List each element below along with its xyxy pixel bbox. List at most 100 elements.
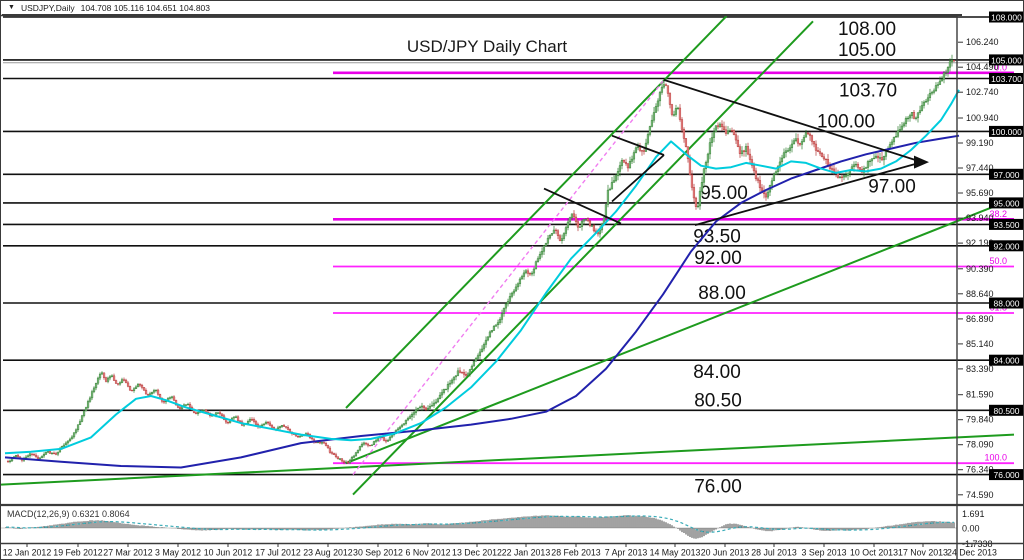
trendline [345,14,728,409]
price-badge-label: 105.000 [991,55,1022,65]
price-badge [989,297,1023,309]
price-badge-label: 92.000 [994,241,1020,251]
date-label: 23 Aug 2012 [303,548,353,558]
price-badge-label: 88.000 [994,299,1020,309]
axis-tick-label: 83.390 [966,364,994,374]
axis-tick-label: 74.590 [966,490,994,500]
level-annotation: 76.00 [694,477,742,498]
date-label: 12 Jan 2012 [3,548,52,558]
axis-tick-label: 85.140 [966,339,994,349]
date-label: 3 Sep 2013 [801,548,846,558]
macd-axis-max: 1.691 [962,509,985,519]
date-label: 30 Sep 2012 [353,548,403,558]
date-label: 28 Feb 2013 [551,548,601,558]
axis-tick-label: 81.590 [966,390,994,400]
level-annotation: 95.00 [700,183,748,204]
price-badge [989,404,1023,416]
price-badge [989,168,1023,180]
axis-tick-label: 99.190 [966,138,994,148]
macd-axis-zero: 0.00 [962,524,980,534]
macd-signal-line [6,515,954,533]
axis-tick-label: 95.690 [966,188,994,198]
axis-tick-label: 97.440 [966,163,994,173]
time-axis[interactable]: 12 Jan 2012 19 Feb 2012 27 Mar 2012 3 May 2… [3,544,997,558]
up-candle-wicks [9,54,953,465]
fast-moving-average [4,89,960,455]
level-annotation: 103.70 [839,81,897,102]
triangle-apex-arrow [914,155,929,169]
price-badge [989,73,1023,84]
price-badge [989,354,1023,366]
down-candle-wicks [7,60,955,465]
symbol-period-label: USDJPY,Daily [20,2,75,13]
candles-layer [6,54,956,465]
axis-tick-label: 100.940 [966,113,999,123]
date-label: 22 Jan 2013 [502,548,551,558]
date-label: 27 Mar 2012 [103,548,152,558]
level-annotation: 93.50 [693,226,741,247]
axis-tick-label: 78.090 [966,440,994,450]
axis-tick-label: 104.490 [966,62,999,72]
pattern-trendline [663,79,923,163]
date-label: 17 Jul 2012 [255,548,301,558]
pattern-trendline [694,161,923,226]
price-badge [989,125,1023,137]
date-label: 7 Apr 2013 [605,548,648,558]
channel-median-dashed [352,79,665,476]
axis-tick-label: 79.840 [966,415,994,425]
level-annotation: 92.00 [694,248,742,269]
price-badge-label: 108.000 [991,13,1022,23]
up-candle-bodies [8,60,954,464]
axis-tick-label: 92.190 [966,238,994,248]
fib-label: 0.0 [994,62,1007,72]
price-axis[interactable]: 106.240 104.490 102.740 100.940 99.190 97.440… [958,11,1024,500]
pattern-trendline [543,187,622,225]
axis-tick-label: 76.340 [966,465,994,475]
date-label: 13 Dec 2012 [452,548,502,558]
axis-tick-label: 106.240 [966,37,999,47]
slow-moving-average [4,134,960,469]
pattern-trendline [611,154,665,203]
level-annotation: 97.00 [868,176,916,197]
price-badge [989,240,1023,252]
trendline [1,433,1015,486]
price-badge [989,197,1023,209]
price-badge-label: 103.700 [991,74,1022,84]
price-badge-label: 80.500 [994,406,1020,416]
down-candle-bodies [6,60,956,464]
axis-tick-label: 90.390 [966,264,994,274]
price-badge [989,469,1023,481]
price-badge [989,218,1023,230]
axis-tick-label: 88.640 [966,289,994,299]
level-annotation: 84.00 [693,362,741,383]
trendline [345,197,1015,465]
price-badge-label: 100.000 [991,127,1022,137]
macd-histogram [5,515,955,539]
fib-label: 100.0 [984,453,1007,463]
price-badge [989,54,1023,66]
price-badge-label: 93.500 [994,220,1020,230]
price-badge [989,11,1023,23]
symbol-dropdown-icon[interactable]: ▼ [8,4,15,11]
date-label: 20 Jun 2013 [701,548,750,558]
axis-tick-label: 102.740 [966,87,999,97]
price-badge-label: 97.000 [994,170,1020,180]
date-label: 3 May 2012 [155,548,201,558]
date-label: 6 Nov 2012 [406,548,451,558]
fib-label: 38.2 [989,209,1007,219]
date-label: 17 Nov 2013 [898,548,948,558]
level-annotation: 105.00 [838,40,896,61]
date-label: 14 May 2013 [650,548,701,558]
chart-title: USD/JPY Daily Chart [407,37,568,56]
date-label: 10 Oct 2013 [850,548,898,558]
axis-tick-label: 93.940 [966,213,994,223]
date-label: 24 Dec 2013 [947,548,997,558]
price-badge-label: 76.000 [994,470,1020,480]
macd-label: MACD(12,26,9) 0.6321 0.8064 [7,509,130,519]
axis-tick-label: 86.890 [966,314,994,324]
macd-pane[interactable]: MACD(12,26,9) 0.6321 0.80641.6910.00-1.7… [1,509,993,549]
trendline [352,20,814,496]
level-annotation: 108.00 [838,19,896,40]
